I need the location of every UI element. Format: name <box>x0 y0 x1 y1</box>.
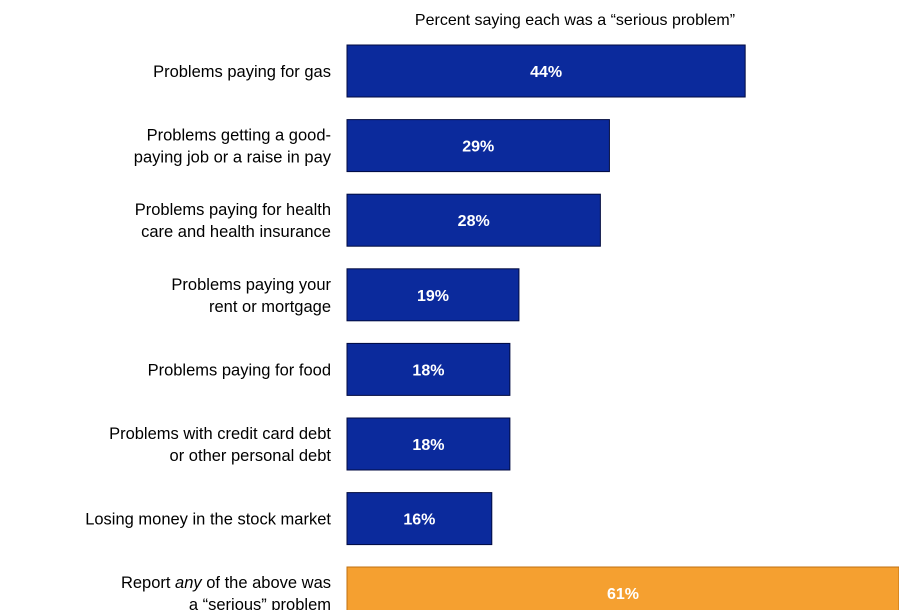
bar-1 <box>346 44 746 98</box>
bar-value-label-6: 18% <box>412 437 444 454</box>
bar-4 <box>346 268 520 322</box>
category-label-4: Problems paying your rent or mortgage <box>171 276 331 316</box>
category-label-5: Problems paying for food <box>148 361 331 379</box>
bar-8 <box>346 566 899 610</box>
bar-value-label-8: 61% <box>607 586 639 603</box>
bar-value-label-7: 16% <box>403 512 435 529</box>
chart-title: Percent saying each was a “serious probl… <box>415 12 735 29</box>
category-label-8: Report any of the above was a “serious” p… <box>121 574 331 610</box>
bar-value-label-2: 29% <box>462 139 494 156</box>
bar-value-label-4: 19% <box>417 288 449 305</box>
bar-value-label-1: 44% <box>530 64 562 81</box>
bar-value-label-5: 18% <box>412 362 444 379</box>
category-label-2: Problems getting a good-paying job or a … <box>134 127 332 167</box>
bar-value-label-3: 28% <box>458 213 490 230</box>
bar-5 <box>346 342 511 396</box>
category-label-3: Problems paying for health care and healt… <box>135 201 331 241</box>
category-label-1: Problems paying for gas <box>153 63 331 81</box>
bars-group: 44% Problems paying for gas 29% Problems ge… <box>85 44 899 610</box>
category-label-7: Losing money in the stock market <box>85 511 331 529</box>
bar-3 <box>346 193 601 247</box>
category-label-6: Problems with credit card debt or other p… <box>109 425 331 465</box>
bar-2 <box>346 119 610 173</box>
bar-7 <box>346 492 493 546</box>
bar-6 <box>346 417 511 471</box>
